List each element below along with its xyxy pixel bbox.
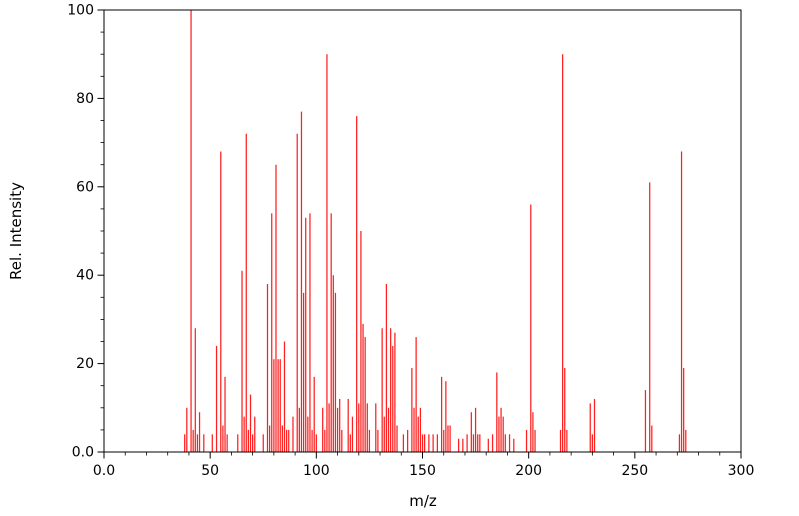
y-tick-label: 80 <box>76 91 94 107</box>
y-tick-label: 40 <box>76 268 94 284</box>
y-axis-label: Rel. Intensity <box>7 182 25 280</box>
y-tick-label: 100 <box>67 3 94 19</box>
x-tick-label: 300 <box>728 463 755 479</box>
x-tick-label: 0.0 <box>93 463 115 479</box>
x-tick-label: 250 <box>621 463 648 479</box>
x-tick-label: 150 <box>409 463 436 479</box>
x-tick-label: 200 <box>515 463 542 479</box>
y-tick-label: 60 <box>76 179 94 195</box>
plot-frame <box>103 9 742 453</box>
x-axis-label: m/z <box>409 492 437 510</box>
y-tick-label: 0.0 <box>72 445 94 461</box>
x-tick-label: 100 <box>303 463 330 479</box>
x-tick-label: 50 <box>201 463 219 479</box>
y-tick-label: 20 <box>76 356 94 372</box>
